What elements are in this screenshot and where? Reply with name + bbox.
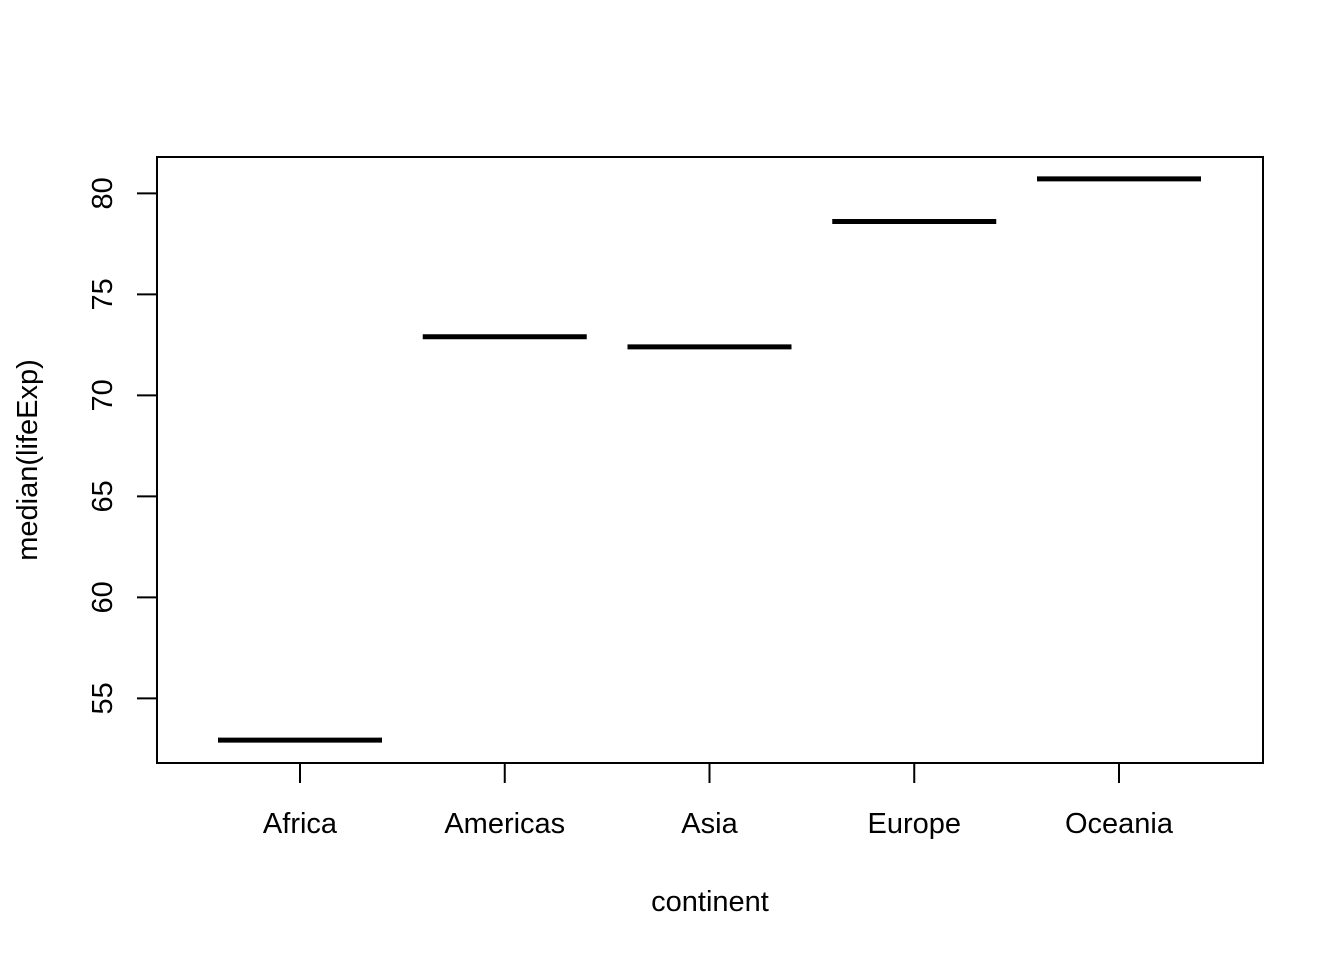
x-tick-label: Oceania — [1065, 808, 1174, 840]
y-tick-label: 65 — [87, 480, 119, 512]
y-axis-title: median(lifeExp) — [12, 359, 44, 560]
x-axis-title: continent — [651, 886, 769, 918]
y-tick-label: 75 — [87, 278, 119, 310]
x-tick-label: Asia — [681, 808, 738, 840]
x-tick-label: Africa — [263, 808, 338, 840]
y-tick-label: 55 — [87, 682, 119, 714]
x-axis: Africa Americas Asia Europe Oceania — [263, 762, 1174, 840]
y-axis: 55 60 65 70 75 80 — [87, 177, 158, 714]
x-tick-label: Europe — [867, 808, 961, 840]
y-tick-label: 70 — [87, 379, 119, 411]
y-tick-label: 60 — [87, 581, 119, 613]
y-tick-label: 80 — [87, 177, 119, 209]
x-tick-label: Americas — [444, 808, 565, 840]
data-marks — [218, 176, 1201, 743]
plot-frame — [156, 156, 1264, 764]
